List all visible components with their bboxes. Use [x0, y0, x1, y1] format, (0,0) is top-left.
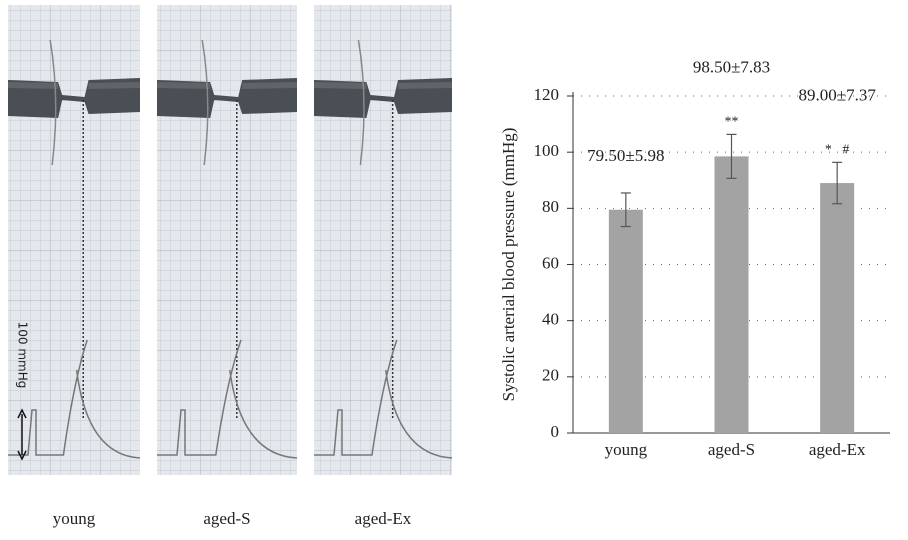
recording-label: aged-Ex — [355, 509, 412, 528]
recording-label: young — [53, 509, 96, 528]
x-tick-label: aged-Ex — [809, 440, 866, 459]
pressure-texture — [7, 82, 141, 89]
paper-grid-major — [157, 5, 297, 475]
x-tick-label: aged-S — [708, 440, 755, 459]
recordings: young aged-S aged-Ex 100 mmHg — [7, 5, 453, 528]
y-axis-label: Systolic arterial blood pressure (mmHg) — [499, 128, 518, 402]
paper-grid-major — [8, 5, 140, 475]
recording-photo: young — [7, 5, 141, 528]
y-tick-label: 120 — [534, 85, 560, 104]
pressure-texture — [313, 82, 453, 89]
paper-grid-major — [314, 5, 452, 475]
x-tick-label: young — [605, 440, 648, 459]
y-tick-label: 0 — [551, 422, 560, 441]
scale-arrow-head — [17, 408, 27, 461]
y-tick-label: 100 — [534, 141, 560, 160]
bar-chart: Systolic arterial blood pressure (mmHg) 0… — [499, 57, 890, 459]
bar — [820, 183, 855, 433]
recording-photo: aged-S — [156, 5, 298, 528]
recording-photo: aged-Ex — [313, 5, 453, 528]
significance-marker: ** — [725, 115, 739, 130]
recording-label: aged-S — [203, 509, 250, 528]
y-tick-label: 20 — [542, 366, 559, 385]
bar — [714, 156, 749, 434]
calibration-trace — [157, 339, 298, 459]
bar — [608, 209, 643, 433]
calibration-trace — [314, 339, 453, 459]
value-label: 98.50±7.83 — [693, 57, 770, 76]
calibration-trace — [8, 339, 141, 459]
curve — [357, 39, 365, 166]
y-tick-label: 40 — [542, 310, 559, 329]
value-label: 89.00±7.37 — [798, 85, 876, 104]
significance-marker: * # — [825, 143, 850, 158]
curve — [49, 39, 57, 166]
value-label: 79.50±5.98 — [587, 146, 664, 165]
y-tick-label: 60 — [542, 253, 559, 272]
y-tick-label: 80 — [542, 197, 559, 216]
scale-label: 100 mmHg — [16, 322, 30, 389]
pressure-texture — [156, 82, 298, 89]
curve — [201, 39, 209, 166]
